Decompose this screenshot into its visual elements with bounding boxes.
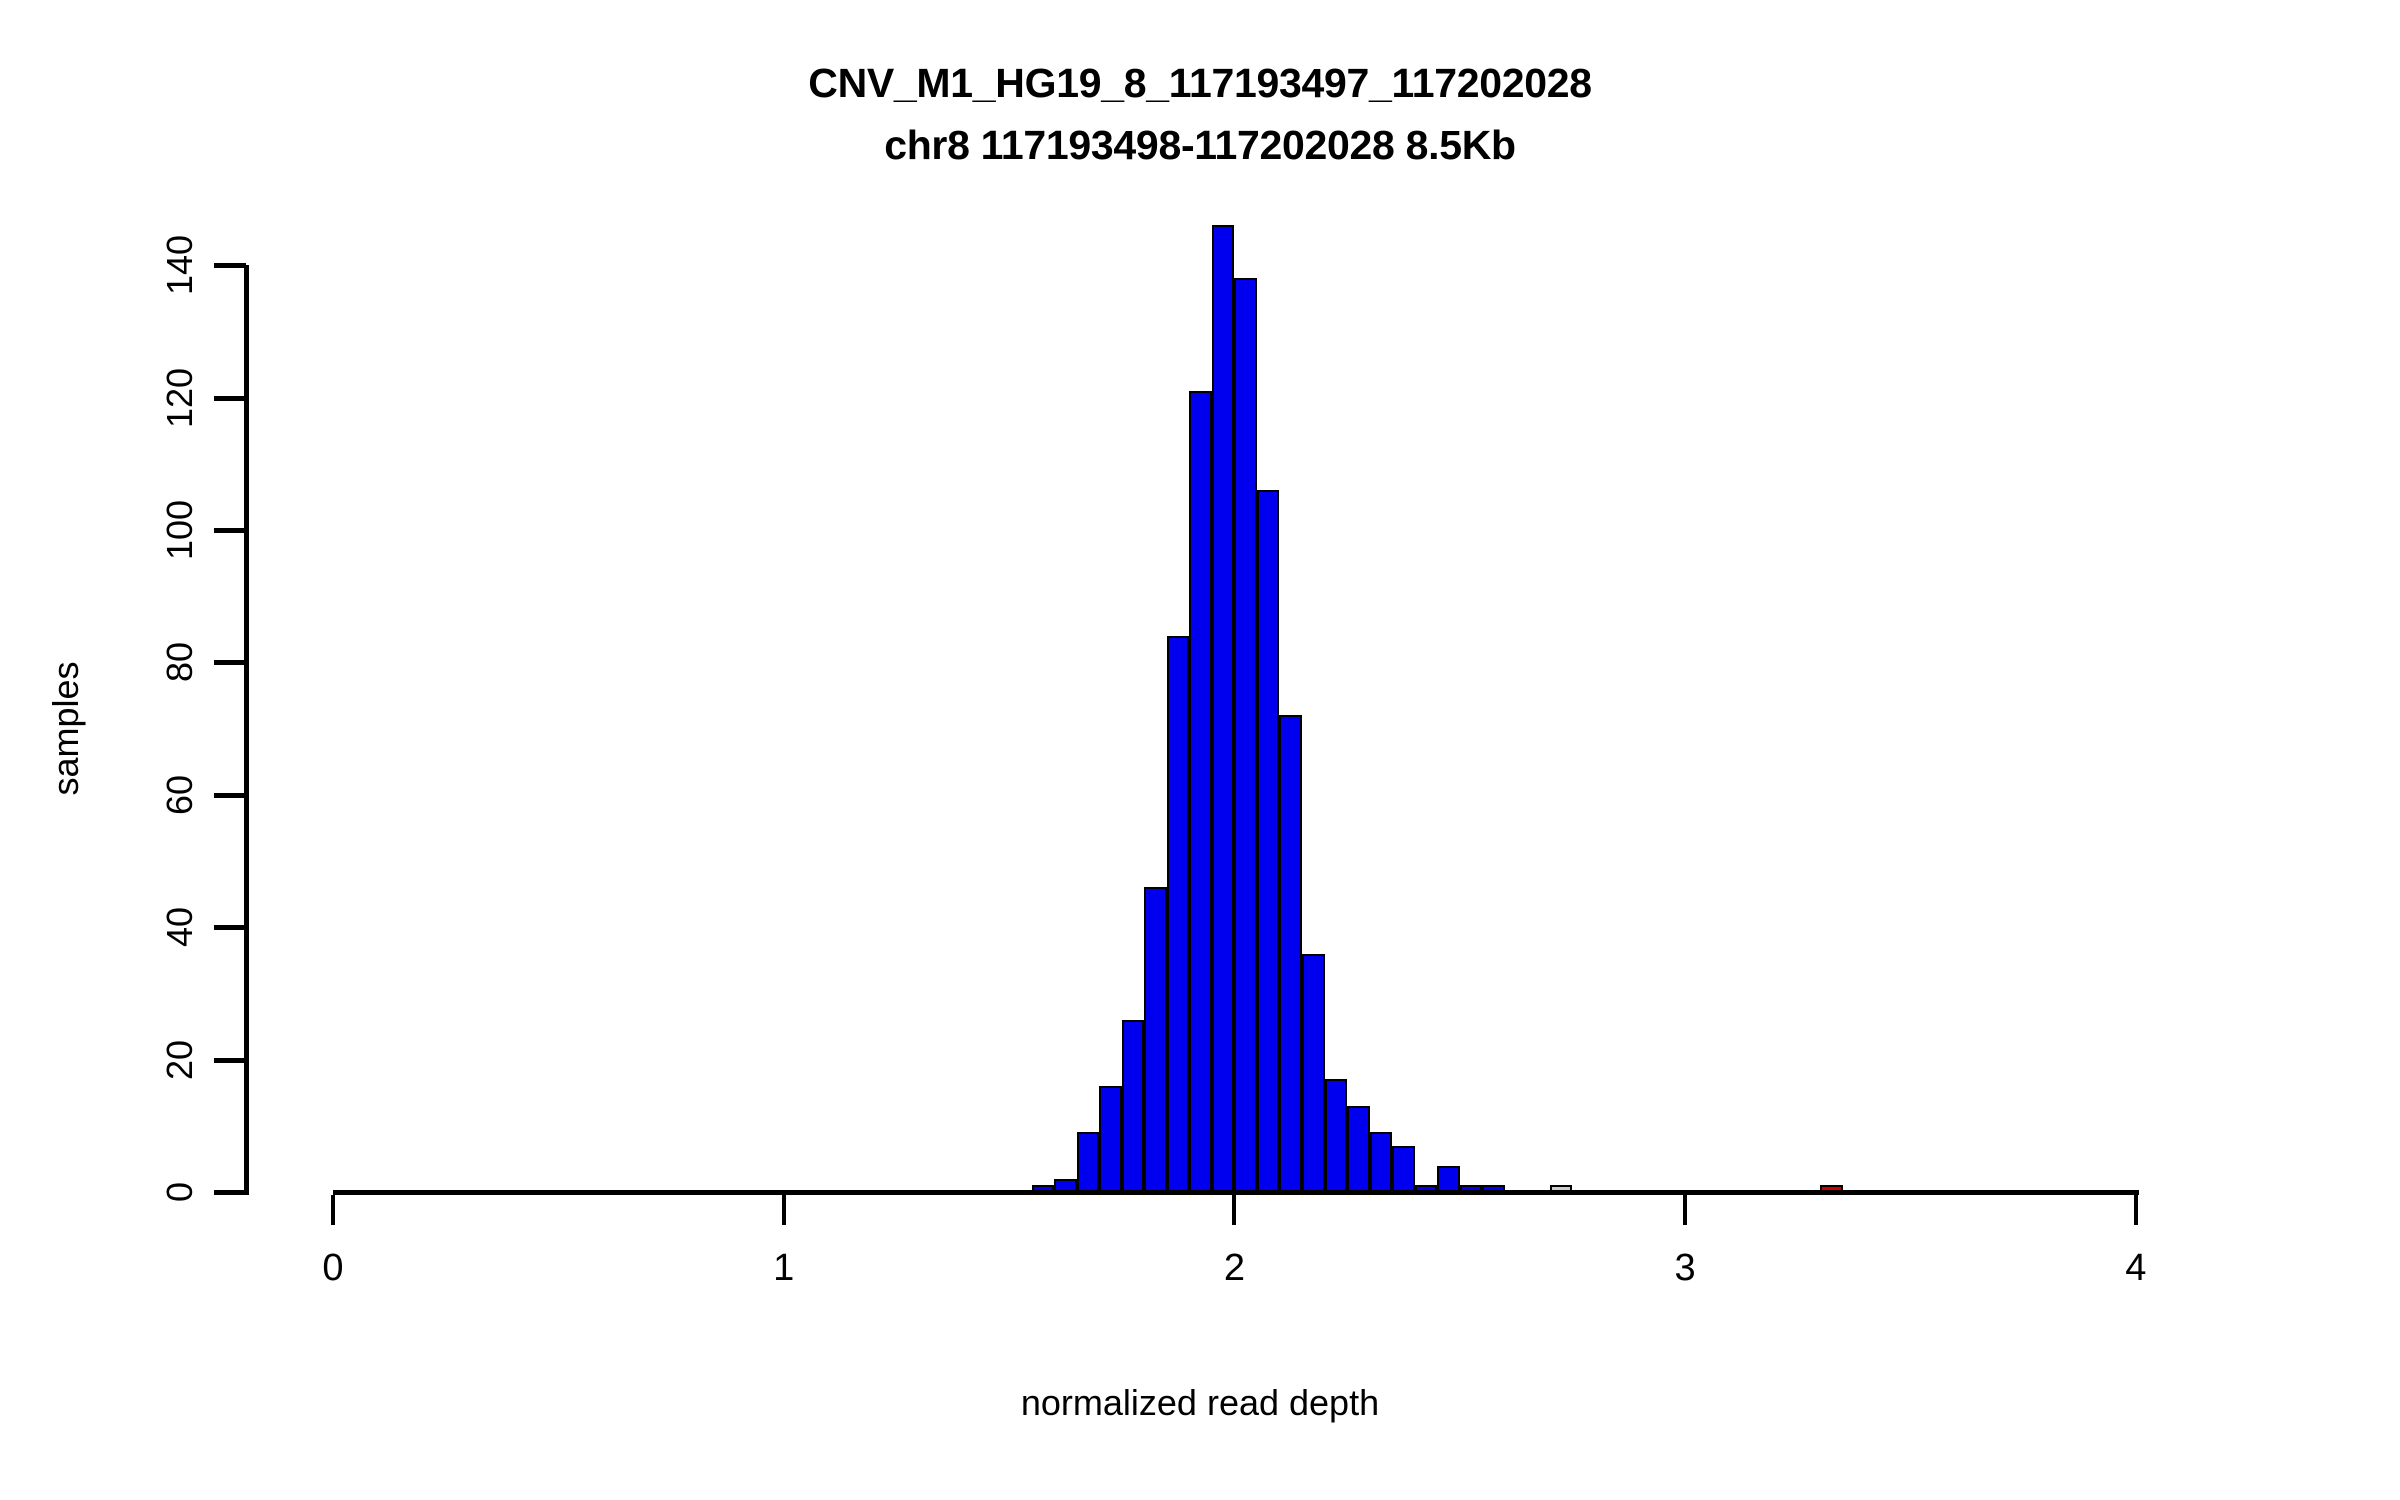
x-tick-4 — [2133, 1195, 2138, 1225]
plot-title: CNV_M1_HG19_8_117193497_117202028 chr8 1… — [0, 52, 2400, 176]
histogram-bar — [1054, 1178, 1077, 1192]
histogram-bar — [1820, 1185, 1843, 1192]
histogram-bar — [1076, 1132, 1100, 1192]
y-tick-60 — [214, 792, 246, 798]
y-tick-120 — [214, 395, 246, 401]
x-tick-label-1: 1 — [773, 1247, 795, 1289]
histogram-bar — [1189, 390, 1212, 1192]
x-tick-label-0: 0 — [322, 1247, 344, 1289]
histogram-bar — [1347, 1105, 1370, 1192]
histogram-bar — [1302, 953, 1325, 1192]
histogram-bar — [1121, 1019, 1145, 1192]
histogram-bar — [1482, 1185, 1505, 1192]
x-tick-2 — [1232, 1195, 1237, 1225]
x-tick-label-3: 3 — [1674, 1247, 1696, 1289]
plot-title-line-2: chr8 117193498-117202028 8.5Kb — [884, 122, 1516, 168]
histogram-bar — [1459, 1185, 1483, 1192]
histogram-bar — [1211, 225, 1235, 1192]
y-tick-140 — [214, 263, 246, 269]
x-axis-label: normalized read depth — [1020, 1382, 1380, 1423]
y-tick-80 — [214, 660, 246, 666]
x-tick-1 — [781, 1195, 786, 1225]
histogram-bar — [1031, 1185, 1055, 1192]
histogram-bar — [1256, 490, 1280, 1192]
histogram-bar — [1369, 1132, 1393, 1192]
histogram-bar — [1549, 1185, 1573, 1192]
y-tick-100 — [214, 528, 246, 533]
histogram-bar — [1166, 635, 1190, 1192]
y-tick-20 — [214, 1057, 246, 1063]
histogram-bar — [1392, 1145, 1415, 1192]
histogram-bar — [1324, 1079, 1348, 1192]
y-axis-line — [244, 265, 249, 1195]
x-tick-label-2: 2 — [1223, 1247, 1245, 1289]
x-tick-0 — [331, 1195, 335, 1225]
histogram-bar — [1414, 1185, 1438, 1192]
y-tick-0 — [214, 1190, 246, 1195]
histogram-bar — [1437, 1165, 1460, 1192]
histogram-bar — [1099, 1086, 1122, 1192]
histogram-bar — [1279, 715, 1302, 1192]
x-tick-3 — [1683, 1195, 1688, 1225]
plot-title-line-1: CNV_M1_HG19_8_117193497_117202028 — [808, 60, 1592, 106]
x-tick-label-4: 4 — [2125, 1247, 2147, 1289]
histogram-bar — [1144, 887, 1167, 1192]
histogram-bar — [1234, 278, 1257, 1192]
x-axis-line — [333, 1190, 2139, 1195]
y-tick-40 — [214, 925, 246, 931]
